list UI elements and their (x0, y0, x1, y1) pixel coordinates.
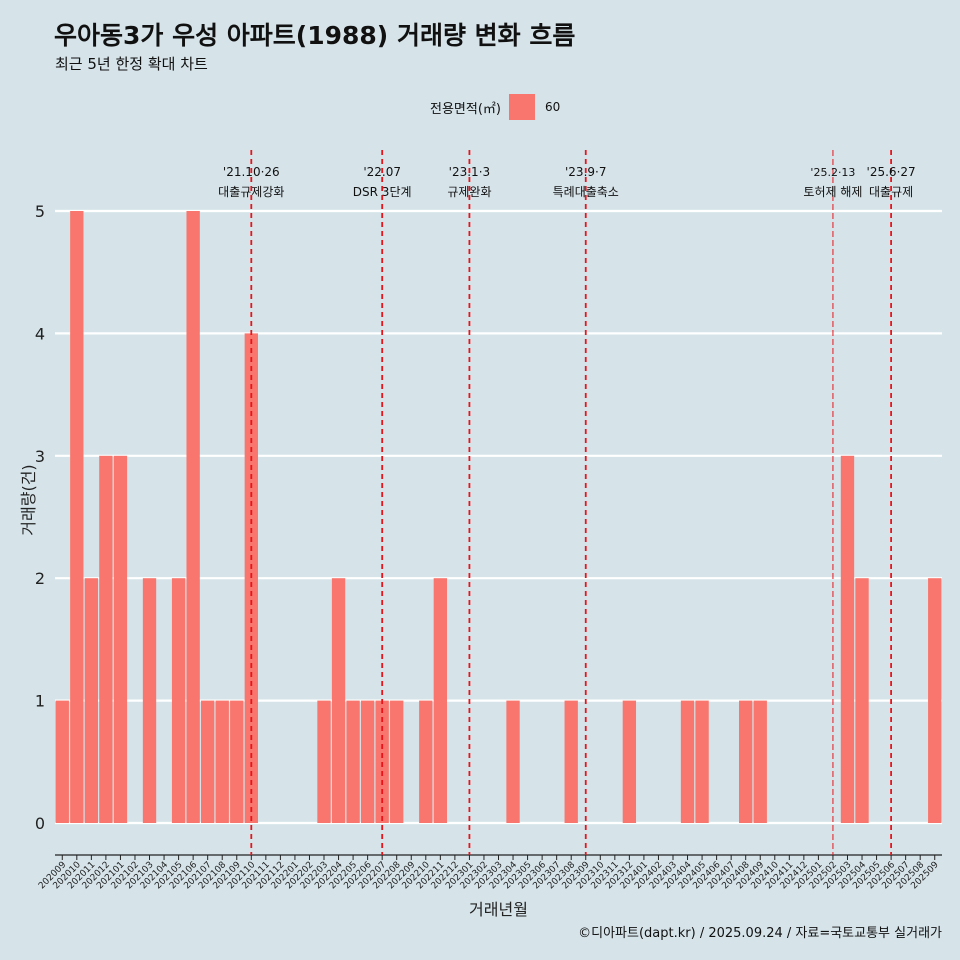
event-date-label: '23.1·3 (449, 165, 490, 179)
bar (99, 455, 113, 823)
y-tick-label: 3 (35, 447, 45, 466)
bar (855, 578, 869, 823)
event-date-label: '25.2·13 (810, 166, 855, 179)
bar (840, 455, 855, 823)
legend-item-label: 60 (544, 100, 561, 114)
bar (346, 700, 360, 823)
bar (695, 700, 709, 823)
bar (928, 578, 942, 823)
event-date-label: '22.07 (363, 165, 401, 179)
bar (186, 211, 200, 823)
bar (390, 700, 404, 823)
bar (70, 211, 84, 823)
bar (739, 700, 753, 823)
event-date-label: '21.10·26 (223, 165, 280, 179)
chart-subtitle: 최근 5년 한정 확대 차트 (55, 55, 208, 73)
source-credit: ©디아파트(dapt.kr) / 2025.09.24 / 자료=국토교통부 실… (578, 926, 942, 941)
y-tick-label: 0 (35, 814, 45, 833)
event-date-label: '25.6·27 (867, 165, 916, 179)
bar (360, 700, 375, 823)
chart-title: 우아동3가 우성 아파트(1988) 거래량 변화 흐름 (54, 21, 576, 50)
event-label: DSR 3단계 (353, 185, 412, 199)
event-date-label: '23.9·7 (565, 165, 606, 179)
bar (622, 700, 637, 823)
bar (331, 578, 346, 823)
bar (564, 700, 578, 823)
bar (171, 578, 186, 823)
bar (375, 700, 389, 823)
y-tick-label: 4 (35, 324, 45, 343)
legend-title: 전용면적(㎡) (430, 101, 501, 117)
bar (317, 700, 331, 823)
event-label: 대출규제 (869, 185, 913, 199)
bar (201, 700, 215, 823)
y-tick-label: 5 (35, 202, 45, 221)
bar (142, 578, 157, 823)
bar (84, 578, 99, 823)
legend: 전용면적(㎡) 60 (430, 94, 560, 120)
event-label: 토허제 해제 (803, 185, 862, 199)
event-label: 특례대출축소 (553, 185, 619, 199)
y-tick-label: 1 (35, 692, 45, 711)
bar (680, 700, 695, 823)
y-axis-title: 거래량(건) (19, 464, 38, 535)
bar (506, 700, 520, 823)
bar (433, 578, 448, 823)
event-label: 대출규제강화 (218, 185, 284, 199)
bar (244, 333, 258, 823)
bar (113, 455, 128, 823)
bar (215, 700, 229, 823)
x-axis-title: 거래년월 (469, 900, 528, 919)
bar (55, 700, 69, 823)
y-tick-label: 2 (35, 569, 45, 588)
event-label: 규제완화 (447, 185, 491, 199)
legend-key-swatch (508, 94, 535, 120)
bar (230, 700, 244, 823)
bar (753, 700, 767, 823)
bar (419, 700, 433, 823)
